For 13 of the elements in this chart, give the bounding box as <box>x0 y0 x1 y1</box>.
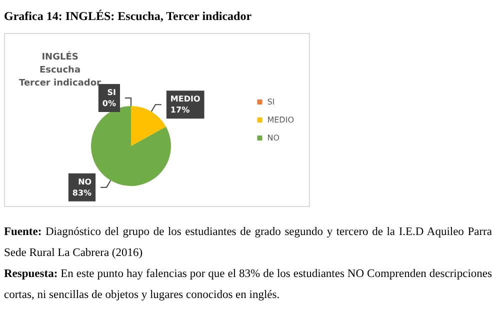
text: 0% <box>102 99 116 108</box>
category-label: SI <box>107 88 116 97</box>
legend-label: SI <box>267 98 275 106</box>
text: Respuesta: En este punto hay falencias por que el 83% de los estudiantes NO Comprenden descripciones cortas, ni sencillas de objetos y lugares conocidos en inglés. <box>4 267 492 303</box>
data-label: 17% <box>170 106 190 115</box>
data-label: 83% <box>72 188 92 198</box>
source-note: Fuente: Diagnóstico del grupo de los estudiantes de grado segundo y tercero de la I.E.D Aquileo Parra Sede Rural La Cabrera (2016) <box>4 225 492 261</box>
chart-title: Grafica 14: INGLÉS: Escucha, Tercer indicador <box>4 9 252 24</box>
chart-subtitle: INGLÉS Escucha Tercer indicador <box>19 50 102 88</box>
slice-label: NO <box>78 177 92 186</box>
legend-label: NO <box>267 134 280 142</box>
legend-label: MEDIO <box>267 116 294 124</box>
slice-label: MEDIO <box>170 94 200 104</box>
